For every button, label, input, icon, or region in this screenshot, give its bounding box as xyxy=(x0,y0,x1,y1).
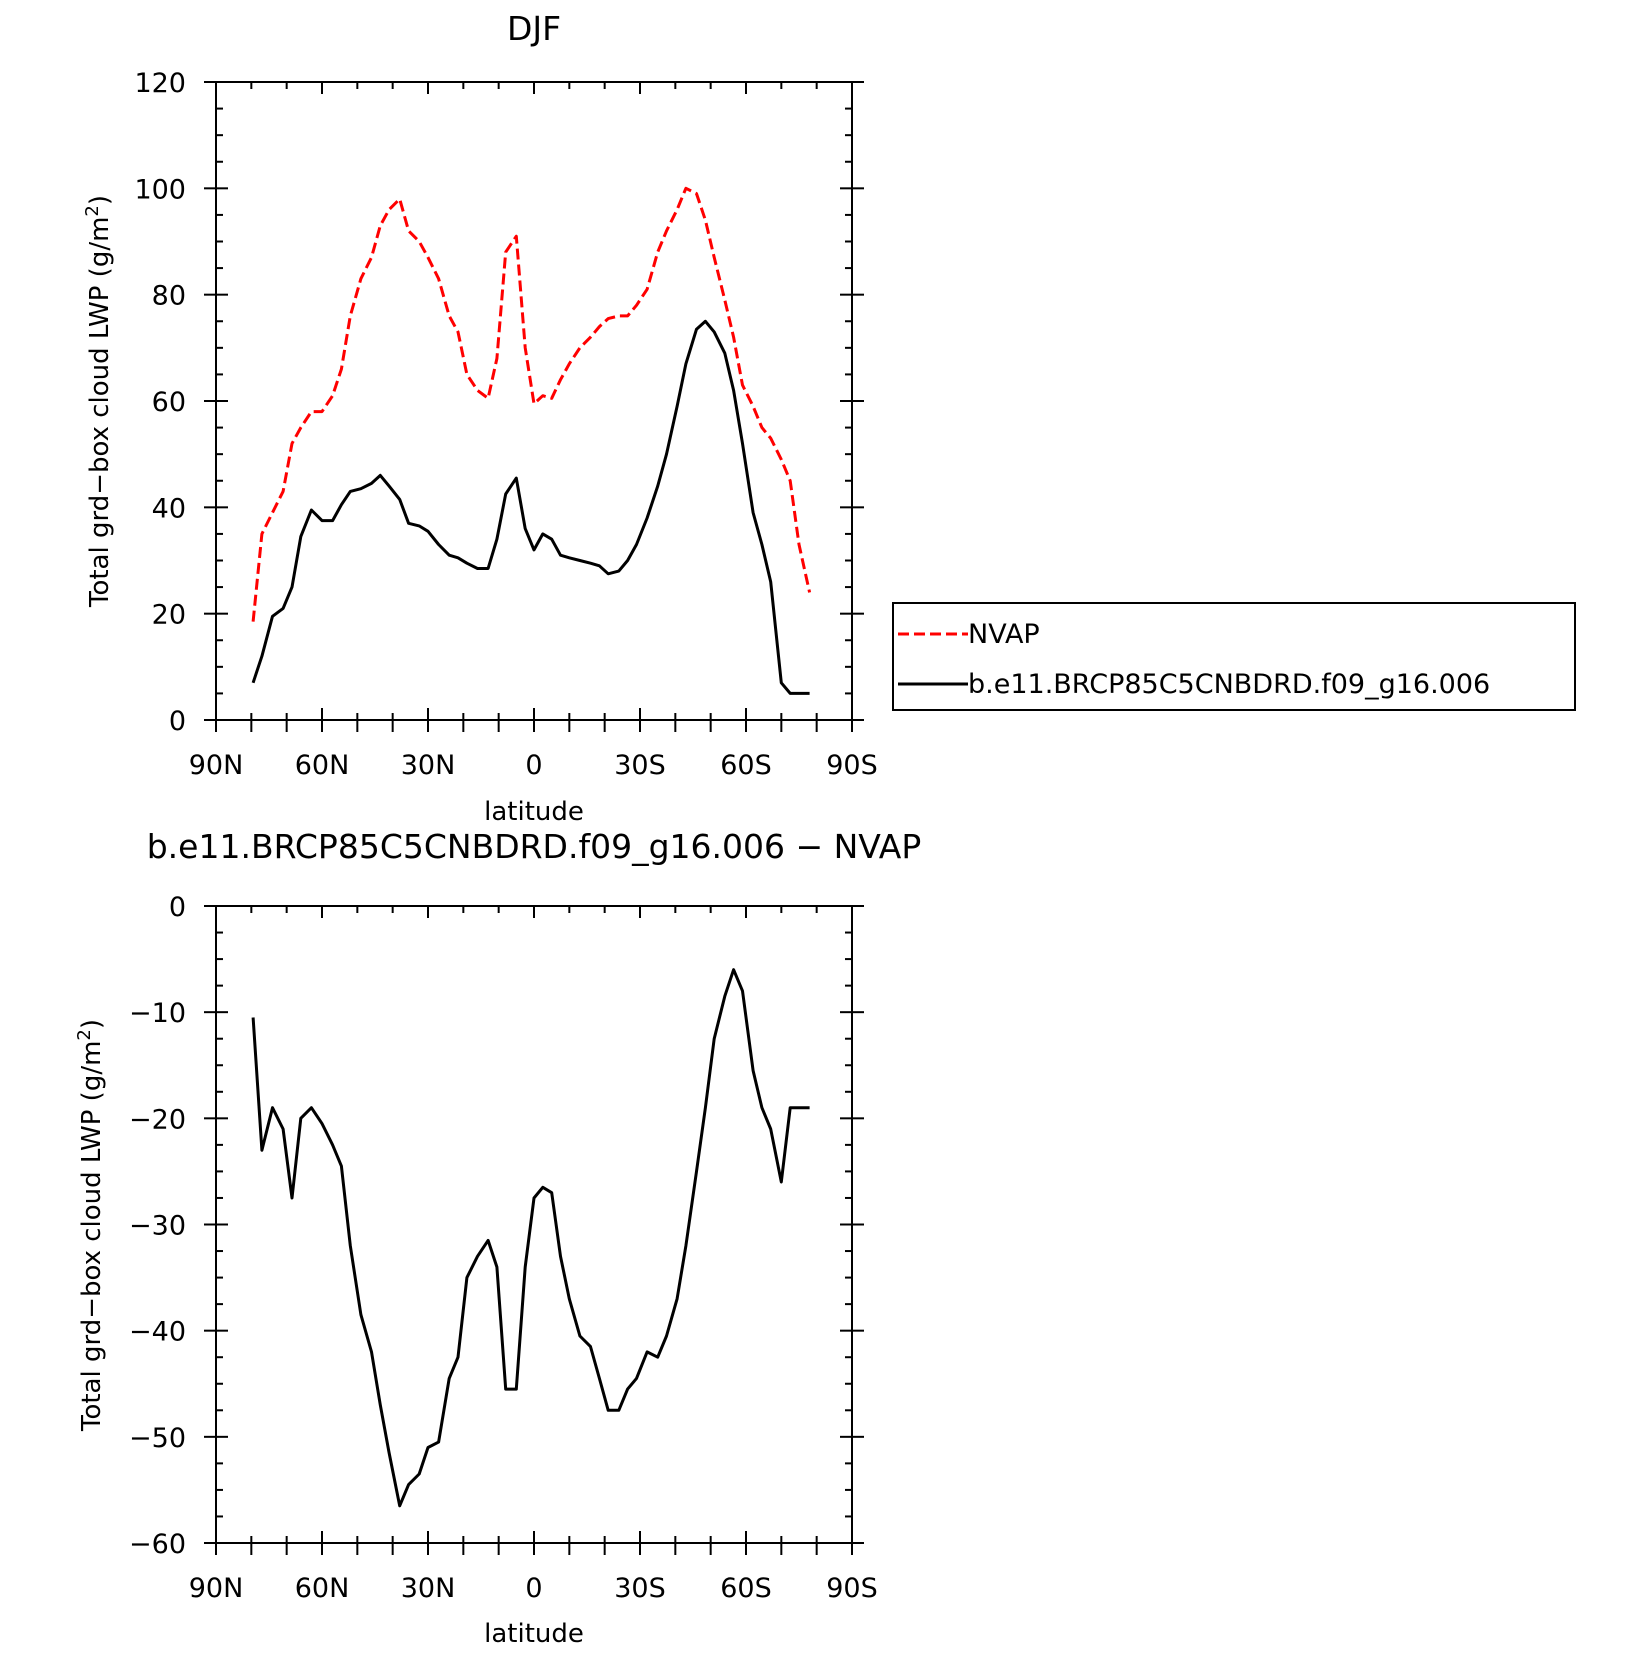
bottom-x-tick-label: 0 xyxy=(525,1573,542,1604)
top-x-tick-label: 30S xyxy=(614,750,666,781)
top-series-group xyxy=(251,186,812,695)
top-y-tick-label: 120 xyxy=(134,68,186,99)
top-series-line-1 xyxy=(251,319,810,695)
legend-label-nvap: NVAP xyxy=(968,619,1040,650)
top-ticks xyxy=(204,81,864,732)
top-x-tick-label: 90N xyxy=(189,750,244,781)
bottom-x-axis-title: latitude xyxy=(484,1619,584,1649)
top-x-tick-label: 30N xyxy=(401,750,456,781)
bottom-x-tick-labels: 90N 60N 30N 0 30S 60S 90S xyxy=(189,1573,878,1604)
top-y-tick-label: 40 xyxy=(152,493,186,524)
bottom-x-tick-label: 30S xyxy=(614,1573,666,1604)
bottom-y-tick-label: −60 xyxy=(129,1529,186,1560)
bottom-x-tick-label: 30N xyxy=(401,1573,456,1604)
bottom-y-axis-title: Total grd−box cloud LWP (g/m2) xyxy=(74,1019,107,1432)
bottom-panel: b.e11.BRCP85C5CNBDRD.f09_g16.006 − NVAP … xyxy=(74,827,921,1649)
top-chart-title: DJF xyxy=(507,9,561,48)
bottom-y-tick-label: −40 xyxy=(129,1317,186,1348)
top-y-tick-label: 60 xyxy=(152,387,186,418)
top-x-tick-label: 90S xyxy=(826,750,878,781)
legend-box xyxy=(892,602,1576,711)
top-x-tick-label: 0 xyxy=(525,750,542,781)
bottom-x-tick-label: 90S xyxy=(826,1573,878,1604)
top-x-tick-label: 60N xyxy=(295,750,350,781)
bottom-y-tick-labels: 0 −10 −20 −30 −40 −50 −60 xyxy=(129,892,186,1560)
top-x-tick-label: 60S xyxy=(720,750,772,781)
bottom-y-tick-label: 0 xyxy=(169,892,186,923)
bottom-x-tick-label: 90N xyxy=(189,1573,244,1604)
legend-label-model: b.e11.BRCP85C5CNBDRD.f09_g16.006 xyxy=(968,669,1490,700)
bottom-y-tick-label: −10 xyxy=(129,998,186,1029)
top-series-line-0 xyxy=(251,186,812,622)
top-y-tick-label: 20 xyxy=(152,600,186,631)
top-x-tick-labels: 90N 60N 30N 0 30S 60S 90S xyxy=(189,750,878,781)
top-y-axis-title: Total grd−box cloud LWP (g/m2) xyxy=(82,195,115,608)
top-y-tick-label: 100 xyxy=(134,174,186,205)
bottom-x-tick-label: 60S xyxy=(720,1573,772,1604)
bottom-chart-title: b.e11.BRCP85C5CNBDRD.f09_g16.006 − NVAP xyxy=(147,827,922,866)
top-x-axis-title: latitude xyxy=(484,797,584,827)
top-y-tick-label: 80 xyxy=(152,281,186,312)
bottom-y-tick-label: −50 xyxy=(129,1423,186,1454)
bottom-series-line-0 xyxy=(251,968,810,1508)
legend: NVAP b.e11.BRCP85C5CNBDRD.f09_g16.006 xyxy=(892,602,1576,711)
bottom-y-tick-label: −20 xyxy=(129,1104,186,1135)
top-y-tick-labels: 0 20 40 60 80 100 120 xyxy=(134,68,186,737)
bottom-y-tick-label: −30 xyxy=(129,1211,186,1242)
bottom-plot-frame xyxy=(215,905,853,1544)
bottom-series-group xyxy=(251,968,810,1508)
bottom-x-tick-label: 60N xyxy=(295,1573,350,1604)
top-y-tick-label: 0 xyxy=(169,706,186,737)
bottom-ticks xyxy=(204,905,864,1555)
